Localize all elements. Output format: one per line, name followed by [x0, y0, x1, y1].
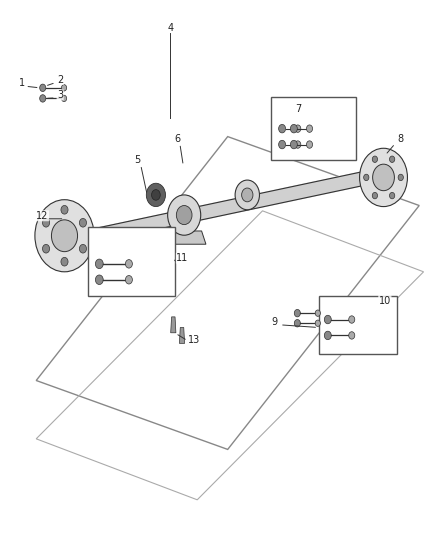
Text: 9: 9 — [271, 317, 277, 327]
Text: 8: 8 — [397, 134, 403, 144]
Circle shape — [307, 125, 313, 132]
Text: 12: 12 — [36, 211, 49, 221]
Text: 10: 10 — [379, 296, 391, 305]
Circle shape — [294, 319, 300, 327]
Circle shape — [364, 174, 369, 181]
Text: 7: 7 — [295, 104, 301, 114]
Circle shape — [290, 140, 297, 149]
Circle shape — [295, 125, 301, 132]
Circle shape — [389, 156, 395, 163]
Bar — [88, 227, 176, 296]
Text: 2: 2 — [57, 75, 64, 85]
Circle shape — [61, 95, 67, 102]
Bar — [319, 296, 397, 354]
Circle shape — [146, 183, 166, 207]
Circle shape — [40, 95, 46, 102]
Circle shape — [79, 219, 86, 227]
Circle shape — [42, 245, 49, 253]
Circle shape — [279, 124, 286, 133]
Circle shape — [40, 84, 46, 92]
Text: 11: 11 — [177, 253, 189, 263]
Polygon shape — [180, 327, 185, 343]
Circle shape — [125, 276, 132, 284]
Circle shape — [290, 124, 297, 133]
Circle shape — [95, 259, 103, 269]
Polygon shape — [171, 317, 176, 333]
Circle shape — [315, 320, 321, 326]
Text: 13: 13 — [187, 335, 200, 345]
Bar — [271, 97, 356, 160]
Circle shape — [373, 164, 394, 191]
Circle shape — [95, 275, 103, 285]
Polygon shape — [158, 231, 206, 244]
Circle shape — [324, 331, 331, 340]
Circle shape — [61, 205, 68, 214]
Circle shape — [349, 332, 355, 339]
Polygon shape — [85, 169, 374, 244]
Circle shape — [177, 206, 192, 224]
Text: 3: 3 — [57, 90, 63, 100]
Circle shape — [79, 245, 86, 253]
Circle shape — [349, 316, 355, 323]
Circle shape — [279, 140, 286, 149]
Text: 1: 1 — [19, 78, 25, 88]
Circle shape — [294, 310, 300, 317]
Text: 5: 5 — [134, 155, 141, 165]
Circle shape — [168, 195, 201, 235]
Circle shape — [295, 141, 301, 148]
Circle shape — [372, 156, 378, 163]
Text: 6: 6 — [174, 134, 180, 144]
Circle shape — [389, 192, 395, 199]
Circle shape — [61, 257, 68, 266]
Circle shape — [61, 85, 67, 91]
Text: 4: 4 — [168, 22, 174, 33]
Circle shape — [35, 200, 94, 272]
Circle shape — [235, 180, 259, 210]
Circle shape — [51, 220, 78, 252]
Circle shape — [398, 174, 403, 181]
Circle shape — [324, 316, 331, 324]
Circle shape — [42, 219, 49, 227]
Circle shape — [372, 192, 378, 199]
Circle shape — [307, 141, 313, 148]
Circle shape — [360, 148, 407, 207]
Circle shape — [242, 188, 253, 202]
Circle shape — [152, 190, 160, 200]
Circle shape — [315, 310, 321, 317]
Circle shape — [125, 260, 132, 268]
